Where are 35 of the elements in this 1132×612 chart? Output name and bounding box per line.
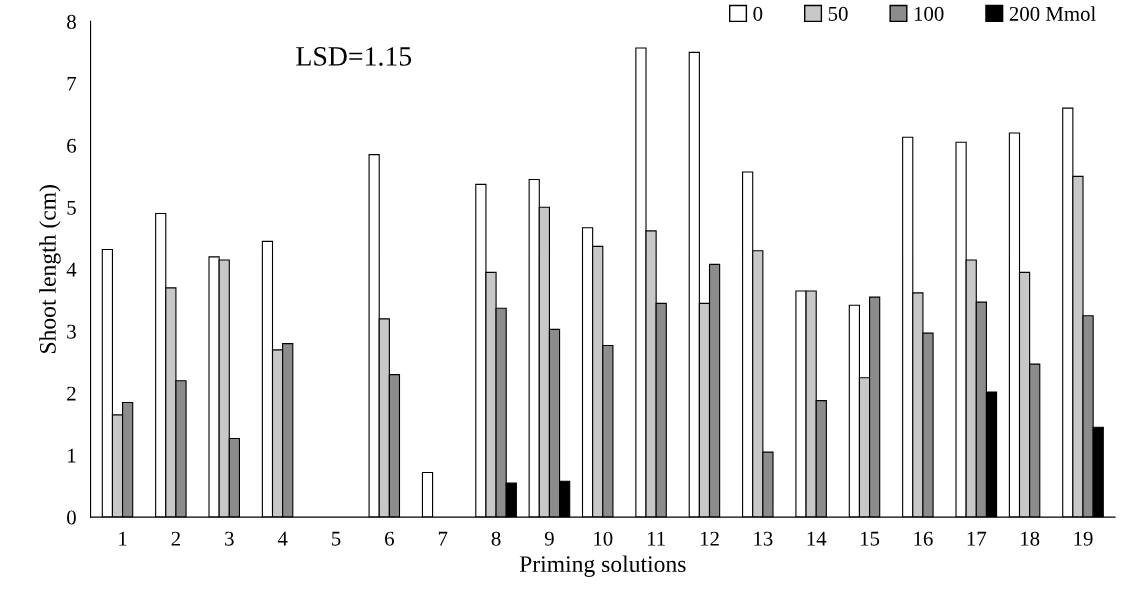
x-axis-title: Priming solutions — [519, 555, 686, 577]
x-tick-label: 13 — [754, 531, 773, 546]
x-tick-label: 1 — [119, 531, 127, 546]
y-axis-title: Shoot length (cm) — [39, 185, 61, 353]
x-tick-label: 11 — [647, 531, 665, 546]
legend-label: 0 — [753, 6, 763, 21]
legend-label: 100 — [914, 6, 944, 21]
y-tick-label: 6 — [67, 138, 77, 153]
x-tick-label: 6 — [385, 531, 394, 546]
x-tick-label: 8 — [491, 531, 501, 546]
x-tick-label: 4 — [277, 531, 288, 546]
y-tick-label: 4 — [66, 262, 77, 277]
annotation: LSD=1.15 — [296, 47, 412, 66]
x-tick-label: 17 — [967, 531, 987, 546]
y-tick-label: 1 — [68, 448, 76, 463]
legend-label: 200 Mmol — [1009, 6, 1096, 21]
x-tick-label: 5 — [332, 531, 341, 546]
x-tick-label: 10 — [594, 531, 613, 546]
y-tick-label: 2 — [67, 386, 76, 401]
y-tick-label: 3 — [67, 324, 76, 339]
legend-label: 50 — [828, 6, 848, 21]
y-tick-label: 7 — [67, 76, 77, 91]
x-tick-label: 14 — [807, 531, 827, 546]
y-tick-label: 5 — [67, 200, 76, 215]
x-tick-label: 7 — [438, 531, 448, 546]
x-tick-label: 12 — [700, 531, 719, 546]
y-tick-label: 0 — [67, 510, 76, 525]
y-tick-label: 8 — [67, 14, 76, 29]
x-tick-label: 15 — [860, 531, 880, 546]
x-tick-label: 16 — [914, 531, 933, 546]
x-tick-label: 9 — [544, 531, 554, 546]
x-tick-label: 18 — [1021, 531, 1040, 546]
x-tick-label: 2 — [171, 531, 180, 546]
x-tick-label: 19 — [1074, 531, 1093, 546]
x-tick-label: 3 — [225, 531, 234, 546]
